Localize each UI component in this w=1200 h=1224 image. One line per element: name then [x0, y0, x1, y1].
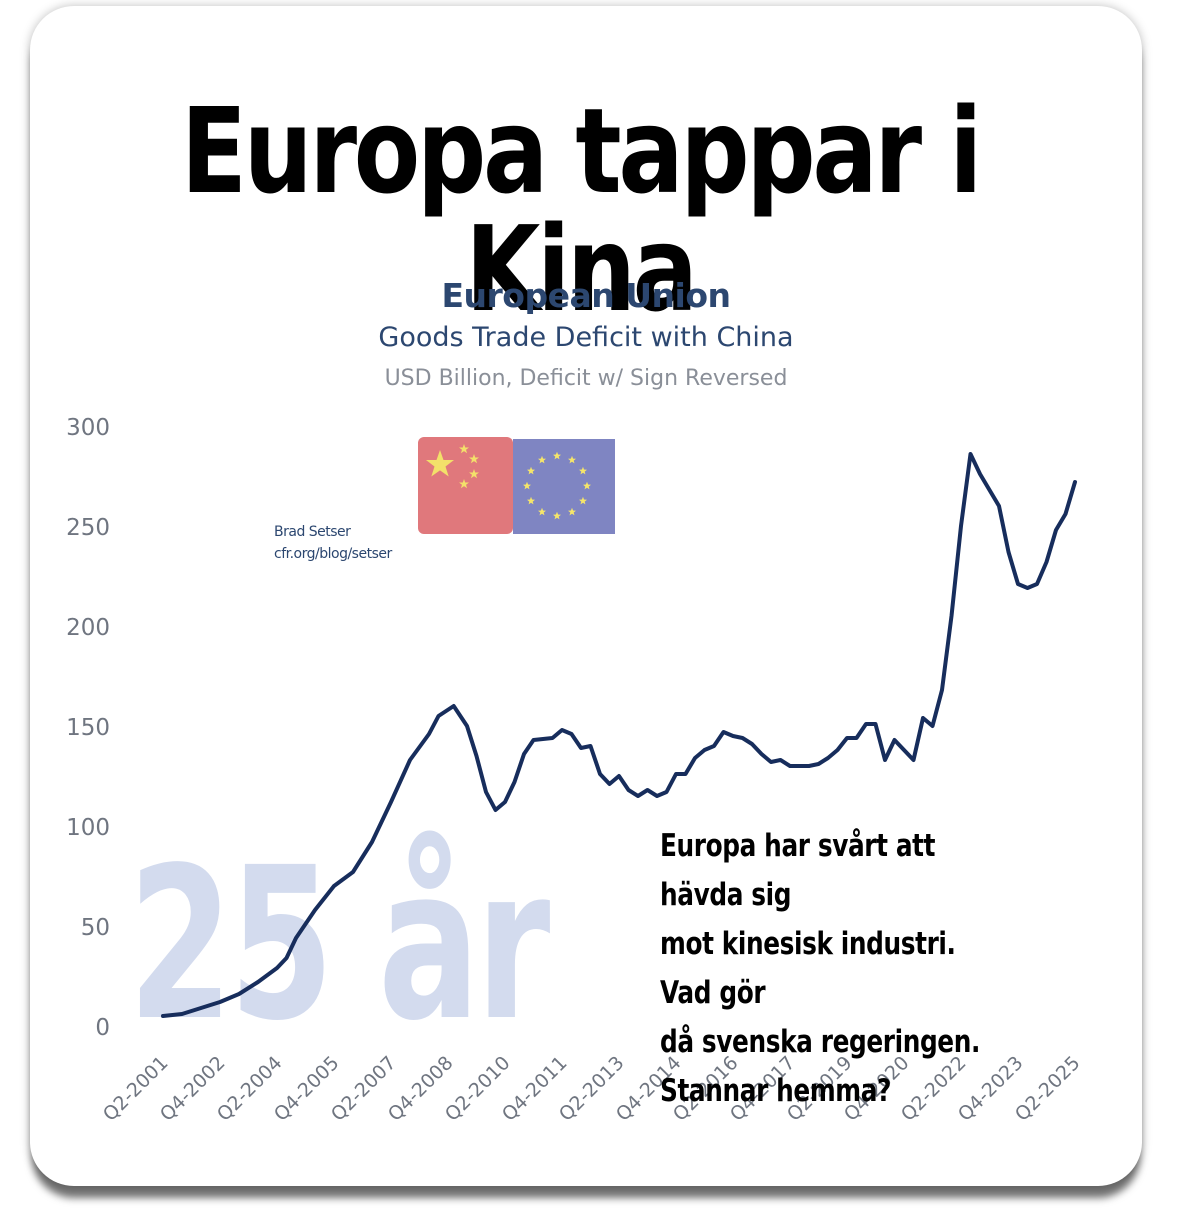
y-tick-label: 50 [81, 915, 110, 941]
eu-star-icon [583, 481, 591, 490]
headline: Europa tappar i Kina [180, 82, 982, 338]
eu-star-icon [527, 496, 535, 505]
eu-star-icon [553, 511, 561, 520]
credit-name: Brad Setser [274, 524, 351, 540]
eu-star-icon [538, 507, 546, 516]
comment-line: Stannar hemma? [660, 1073, 892, 1109]
y-tick-label: 150 [66, 715, 110, 741]
eu-star-icon [568, 455, 576, 464]
chart-ylabel: USD Billion, Deficit w/ Sign Reversed [384, 366, 788, 391]
y-tick-label: 200 [66, 615, 110, 641]
watermark-text: 25 år [128, 822, 550, 1067]
eu-flag-icon [513, 439, 615, 534]
credit-url: cfr.org/blog/setser [274, 546, 392, 562]
eu-star-icon [538, 455, 546, 464]
series-line [161, 452, 1077, 1018]
y-tick-label: 100 [66, 815, 110, 841]
eu-star-icon [579, 496, 587, 505]
eu-star-icon [553, 451, 561, 460]
chart-subtitle: Goods Trade Deficit with China [378, 322, 794, 353]
y-tick-label: 250 [66, 515, 110, 541]
comment-line: då svenska regeringen. [660, 1024, 981, 1060]
comment-text: Europa har svårt att hävda sig mot kines… [660, 822, 1004, 1116]
comment-line: mot kinesisk industri. Vad gör [660, 926, 956, 1011]
eu-star-icon [568, 507, 576, 516]
y-tick-label: 0 [95, 1015, 110, 1041]
eu-star-icon [527, 466, 535, 475]
chart-title: European Union [441, 276, 731, 315]
card-frame [30, 6, 1142, 1186]
eu-star-icon [579, 466, 587, 475]
eu-star-icon [523, 481, 531, 490]
y-tick-label: 300 [66, 415, 110, 441]
china-flag-icon [418, 437, 513, 534]
comment-line: Europa har svårt att hävda sig [660, 828, 936, 913]
